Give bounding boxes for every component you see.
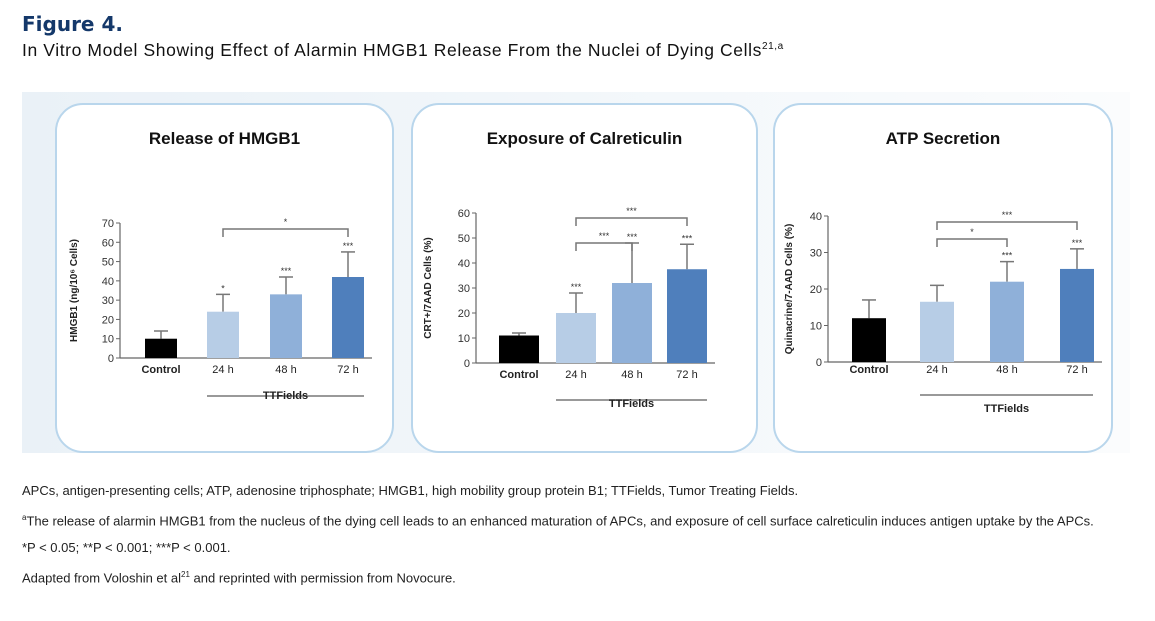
footnote-a-text: The release of alarmin HMGB1 from the nu… xyxy=(26,513,1094,529)
bar-72h xyxy=(667,269,707,363)
significance-label: *** xyxy=(682,233,693,243)
bar-24h xyxy=(556,313,596,363)
footnote-mark: a xyxy=(22,513,27,522)
bar-72h xyxy=(332,277,364,358)
y-tick-label: 10 xyxy=(810,321,822,333)
significance-label: *** xyxy=(1072,238,1083,248)
y-tick-label: 20 xyxy=(458,308,470,320)
category-label: 72 h xyxy=(1066,364,1087,376)
category-label: 72 h xyxy=(676,369,697,381)
significance-bracket xyxy=(936,221,1078,230)
y-tick-label: 20 xyxy=(102,314,114,326)
significance-label: *** xyxy=(281,266,292,276)
attribution-post: and reprinted with permission from Novoc… xyxy=(189,570,456,586)
significance-bracket xyxy=(222,228,349,237)
category-label: 48 h xyxy=(996,364,1017,376)
category-label: 72 h xyxy=(337,364,358,376)
significance-bracket xyxy=(575,217,688,226)
significance-label: *** xyxy=(1002,251,1013,261)
y-tick-label: 60 xyxy=(102,237,114,249)
y-tick-label: 0 xyxy=(816,357,822,369)
bracket-label: * xyxy=(970,227,974,237)
p-values: *P < 0.05; **P < 0.001; ***P < 0.001. xyxy=(22,540,231,556)
significance-bracket xyxy=(575,242,633,251)
significance-label: * xyxy=(221,283,225,293)
attribution: Adapted from Voloshin et al21 and reprin… xyxy=(22,566,1122,587)
chart-calreticulin: 0 10 20 30 40 50 60 CRT+/7AAD Cells (%) Control *… xyxy=(423,206,715,410)
x-group-label: TTFields xyxy=(263,390,308,402)
category-label: 24 h xyxy=(565,369,586,381)
bar-48h xyxy=(612,283,652,363)
y-axis-label: HMGB1 (ng/10⁶ Cells) xyxy=(69,239,80,342)
significance-label: *** xyxy=(571,282,582,292)
chart-atp: 0 10 20 30 40 Quinacrine/7-AAD Cells (%) Contr… xyxy=(784,210,1102,415)
y-tick-label: 30 xyxy=(102,295,114,307)
significance-label: *** xyxy=(343,241,354,251)
figure-title-text: In Vitro Model Showing Effect of Alarmin… xyxy=(22,40,762,60)
y-tick-label: 10 xyxy=(102,334,114,346)
panel-atp: ATP Secretion 0 10 20 30 40 Quinacrine/7-AAD … xyxy=(773,103,1113,453)
attribution-pre: Adapted from Voloshin et al xyxy=(22,570,181,586)
y-tick-label: 40 xyxy=(458,258,470,270)
figure-notes: APCs, antigen-presenting cells; ATP, ade… xyxy=(22,482,1122,597)
abbreviations: APCs, antigen-presenting cells; ATP, ade… xyxy=(22,483,799,498)
y-tick-label: 20 xyxy=(810,284,822,296)
figure-title-sup: 21,a xyxy=(761,41,784,53)
category-label: 48 h xyxy=(621,369,642,381)
figure-label: Figure 4. xyxy=(22,12,123,36)
bracket-label: *** xyxy=(599,231,610,241)
bar-control xyxy=(852,318,886,362)
bar-24h xyxy=(920,301,954,362)
y-tick-label: 10 xyxy=(458,333,470,345)
y-tick-label: 50 xyxy=(102,257,114,269)
y-tick-label: 30 xyxy=(810,248,822,260)
y-tick-label: 50 xyxy=(458,233,470,245)
y-tick-label: 30 xyxy=(458,283,470,295)
y-tick-label: 60 xyxy=(458,208,470,220)
category-label: 48 h xyxy=(275,364,296,376)
attribution-sup: 21 xyxy=(181,570,190,580)
bar-24h xyxy=(207,311,239,358)
category-label: Control xyxy=(849,364,888,376)
y-tick-label: 40 xyxy=(102,276,114,288)
y-tick-label: 40 xyxy=(810,211,822,223)
category-label: Control xyxy=(141,364,180,376)
y-tick-label: 0 xyxy=(464,358,470,370)
x-group-label: TTFields xyxy=(609,398,654,410)
panel-hmgb1: Release of HMGB1 0 10 20 30 40 50 60 70 HMGB1 (n… xyxy=(55,103,394,453)
significance-label: *** xyxy=(627,232,638,242)
category-label: 24 h xyxy=(926,364,947,376)
bar-48h xyxy=(990,281,1024,362)
footnote-a: aThe release of alarmin HMGB1 from the n… xyxy=(22,509,1122,530)
bracket-label: * xyxy=(284,217,288,227)
y-axis-label: Quinacrine/7-AAD Cells (%) xyxy=(784,224,795,355)
chart-title: Release of HMGB1 xyxy=(148,129,301,148)
significance-bracket xyxy=(936,238,1008,247)
y-tick-label: 0 xyxy=(108,353,114,365)
bar-control xyxy=(145,338,177,358)
bracket-label: *** xyxy=(626,206,637,216)
chart-hmgb1: 0 10 20 30 40 50 60 70 HMGB1 (ng/10⁶ Cells) Contr… xyxy=(69,217,372,402)
bar-control xyxy=(499,335,539,363)
bar-48h xyxy=(270,294,302,358)
category-label: 24 h xyxy=(212,364,233,376)
x-group-label: TTFields xyxy=(984,403,1029,415)
y-tick-label: 70 xyxy=(102,218,114,230)
panel-calreticulin: Exposure of Calreticulin 0 10 20 30 40 50 60 CR… xyxy=(411,103,758,453)
figure-title: In Vitro Model Showing Effect of Alarmin… xyxy=(22,40,784,61)
y-axis-label: CRT+/7AAD Cells (%) xyxy=(423,237,434,338)
bracket-label: *** xyxy=(1002,210,1013,220)
bar-72h xyxy=(1060,268,1094,362)
category-label: Control xyxy=(499,369,538,381)
chart-title: Exposure of Calreticulin xyxy=(486,129,683,148)
chart-title: ATP Secretion xyxy=(885,129,1001,148)
